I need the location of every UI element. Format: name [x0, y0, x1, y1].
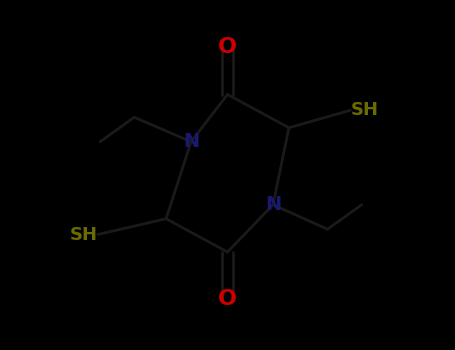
- Text: O: O: [218, 289, 237, 309]
- Text: N: N: [265, 195, 281, 214]
- Text: SH: SH: [70, 225, 98, 244]
- Text: O: O: [218, 37, 237, 57]
- Text: N: N: [183, 132, 199, 151]
- Text: SH: SH: [350, 101, 379, 119]
